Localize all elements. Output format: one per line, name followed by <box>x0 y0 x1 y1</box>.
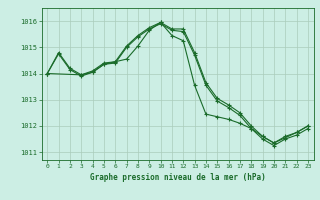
X-axis label: Graphe pression niveau de la mer (hPa): Graphe pression niveau de la mer (hPa) <box>90 173 266 182</box>
